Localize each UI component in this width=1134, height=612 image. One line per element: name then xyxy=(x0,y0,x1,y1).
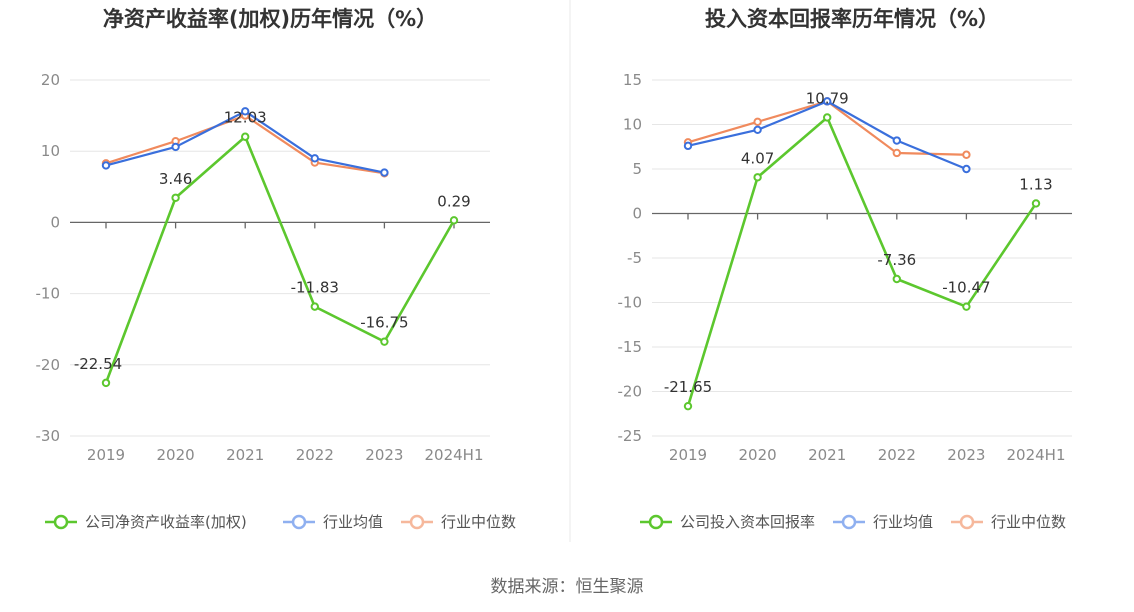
data-point-company xyxy=(683,401,693,411)
chart-title: 投入资本回报率历年情况（%） xyxy=(705,7,999,31)
data-point-industry-median xyxy=(962,150,971,159)
legend-label: 公司投入资本回报率 xyxy=(680,513,815,531)
data-label: 1.13 xyxy=(1019,175,1052,193)
data-point-industry-avg xyxy=(310,154,319,163)
data-label: 10.79 xyxy=(806,89,849,107)
chart-roic: 投入资本回报率历年情况（%） 15 10 5 0 -5 -10 -15 -20 -25 2019 20… xyxy=(618,7,1072,531)
data-label: -7.36 xyxy=(877,251,916,269)
legend-item-industry-median[interactable]: 行业中位数 xyxy=(401,513,516,531)
data-source: 数据来源：恒生聚源 xyxy=(491,577,644,597)
data-point-industry-avg xyxy=(101,161,111,170)
data-label: 0.29 xyxy=(437,192,470,210)
data-point-company xyxy=(380,337,389,346)
y-tick-label: 0 xyxy=(632,205,642,223)
legend-swatch-marker xyxy=(959,514,975,530)
y-tick-label: -10 xyxy=(618,294,643,312)
x-tick-label: 2022 xyxy=(296,446,334,464)
y-tick-label: 10 xyxy=(41,142,60,160)
y-tick-label: -5 xyxy=(627,249,642,267)
legend-label: 行业中位数 xyxy=(441,513,516,531)
x-tick-label: 2023 xyxy=(365,446,403,464)
data-point-company xyxy=(892,274,901,284)
y-tick-label: -30 xyxy=(36,427,61,445)
y-tick-label: 0 xyxy=(50,213,60,231)
data-point-company xyxy=(753,173,762,182)
x-tick-label: 2019 xyxy=(669,446,707,464)
data-point-industry-avg xyxy=(380,168,389,177)
legend-item-company[interactable]: 公司净资产收益率(加权) xyxy=(45,513,247,531)
series-line-company xyxy=(686,116,1038,407)
legend-swatch-marker xyxy=(409,514,425,530)
y-tick-label: -15 xyxy=(618,338,643,356)
series-line-company xyxy=(104,135,456,384)
x-tick-label: 2024H1 xyxy=(425,446,484,464)
legend-item-company[interactable]: 公司投入资本回报率 xyxy=(640,513,815,531)
data-label: 3.46 xyxy=(159,170,192,188)
data-label: 12.03 xyxy=(224,109,267,127)
legend-item-industry-avg[interactable]: 行业均值 xyxy=(283,513,383,531)
data-point-company xyxy=(449,216,459,225)
data-point-industry-avg xyxy=(171,142,180,152)
chart-title: 净资产收益率(加权)历年情况（%） xyxy=(103,7,437,31)
x-tick-label: 2022 xyxy=(878,446,916,464)
legend-swatch-marker xyxy=(841,514,857,530)
data-point-industry-avg xyxy=(823,97,832,106)
legend-item-industry-avg[interactable]: 行业均值 xyxy=(833,513,933,531)
data-point-industry-avg xyxy=(892,136,901,145)
series-line-industry-median xyxy=(687,100,967,156)
y-tick-label: -25 xyxy=(618,427,643,445)
data-point-industry-median xyxy=(892,148,901,158)
data-point-company xyxy=(962,302,971,311)
series-line-industry-avg xyxy=(687,100,967,171)
y-tick-label: -20 xyxy=(36,356,61,374)
data-point-company xyxy=(171,193,180,202)
y-tick-label: 5 xyxy=(632,160,642,178)
x-tick-label: 2023 xyxy=(947,446,985,464)
x-tick-label: 2021 xyxy=(226,446,264,464)
y-tick-label: 20 xyxy=(41,71,60,89)
data-point-company xyxy=(1031,199,1041,208)
legend-swatch-marker xyxy=(53,514,69,530)
chart-roe: 净资产收益率(加权)历年情况（%） 20 10 0 -10 -20 -30 2019 2020 2… xyxy=(36,7,517,531)
legend-label: 公司净资产收益率(加权) xyxy=(85,513,247,531)
data-point-company xyxy=(823,113,832,122)
legend-swatch-marker xyxy=(648,514,664,530)
data-point-company xyxy=(101,378,111,388)
data-point-industry-avg xyxy=(753,125,762,135)
y-tick-label: -20 xyxy=(618,383,643,401)
data-label: -22.54 xyxy=(74,355,122,373)
x-tick-label: 2020 xyxy=(157,446,195,464)
data-point-industry-median xyxy=(753,117,762,127)
data-label: -21.65 xyxy=(664,378,712,396)
legend-label: 行业均值 xyxy=(873,513,933,531)
data-label: -11.83 xyxy=(291,279,339,297)
data-label: -16.75 xyxy=(360,314,408,332)
data-point-industry-avg xyxy=(241,107,250,116)
y-tick-label: 15 xyxy=(623,71,642,89)
legend-swatch-marker xyxy=(291,514,307,530)
x-tick-label: 2020 xyxy=(739,446,777,464)
y-tick-label: -10 xyxy=(36,285,61,303)
legend-label: 行业中位数 xyxy=(991,513,1066,531)
data-point-industry-avg xyxy=(962,164,971,174)
legend-label: 行业均值 xyxy=(323,513,383,531)
x-tick-label: 2021 xyxy=(808,446,846,464)
data-point-company xyxy=(310,302,319,311)
data-point-industry-avg xyxy=(683,141,693,151)
x-tick-label: 2024H1 xyxy=(1007,446,1066,464)
data-label: 4.07 xyxy=(741,149,774,167)
x-tick-label: 2019 xyxy=(87,446,125,464)
data-label: -10.47 xyxy=(942,279,990,297)
legend-item-industry-median[interactable]: 行业中位数 xyxy=(951,513,1066,531)
data-point-company xyxy=(241,132,250,141)
y-tick-label: 10 xyxy=(623,116,642,134)
